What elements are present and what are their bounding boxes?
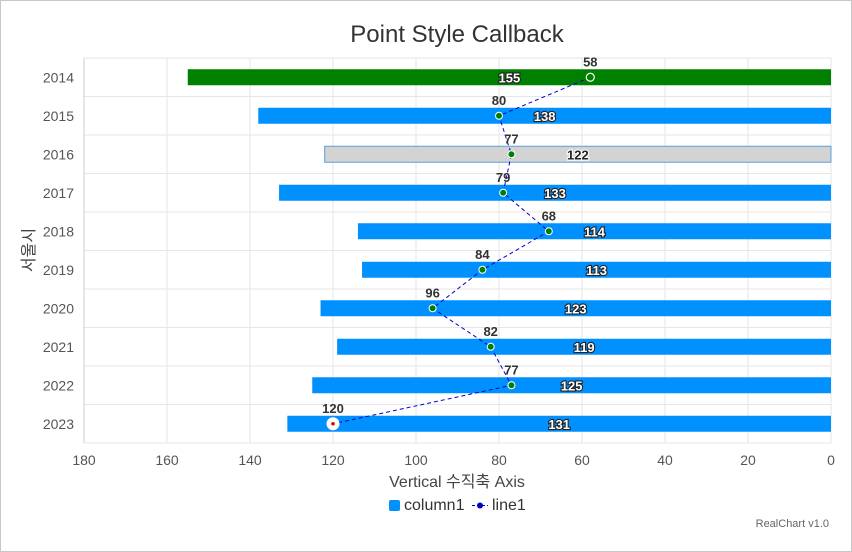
bar-label-2019: 113 <box>586 263 607 278</box>
legend-label-column1: column1 <box>404 497 465 514</box>
bar-2015 <box>258 107 831 124</box>
x-axis-title: Vertical 수직축 Axis <box>389 473 525 491</box>
legend-swatch-column1 <box>389 500 400 511</box>
line-label-2020: 96 <box>425 285 439 300</box>
bar-label-2023: 131 <box>548 417 570 432</box>
line-point-2017 <box>499 188 508 197</box>
y-tick-2023: 2023 <box>43 416 74 432</box>
y-tick-2017: 2017 <box>43 185 74 201</box>
legend-marker-line1 <box>477 502 483 509</box>
line-label-2015: 80 <box>492 93 506 108</box>
bar-label-2015: 138 <box>534 109 556 124</box>
line-label-2017: 79 <box>496 170 510 185</box>
y-tick-2014: 2014 <box>43 69 74 85</box>
line-label-2022: 77 <box>504 362 518 377</box>
bar-2018 <box>357 223 831 240</box>
y-axis-ticks: 2014 2015 2016 2017 2018 2019 2020 2021 2022 2023 <box>43 69 74 432</box>
line-label-2016: 77 <box>504 131 518 146</box>
line-point-2014 <box>585 72 595 82</box>
bar-2014 <box>187 69 831 86</box>
x-tick-180: 180 <box>72 452 96 468</box>
bar-2020 <box>320 300 831 317</box>
y-tick-2018: 2018 <box>43 223 74 239</box>
y-tick-2019: 2019 <box>43 262 74 278</box>
x-tick-60: 60 <box>574 452 590 468</box>
x-tick-100: 100 <box>404 452 428 468</box>
y-tick-2020: 2020 <box>43 300 74 316</box>
line-point-2018 <box>544 227 553 236</box>
legend[interactable]: column1 line1 <box>389 497 526 514</box>
bar-label-2017: 133 <box>544 186 566 201</box>
bar-2023 <box>287 415 832 432</box>
x-tick-120: 120 <box>321 452 345 468</box>
line-series <box>326 72 595 431</box>
chart-title: Point Style Callback <box>350 21 564 48</box>
x-tick-40: 40 <box>657 452 673 468</box>
bar-label-2022: 125 <box>561 378 583 393</box>
line-point-2016 <box>507 150 516 159</box>
x-axis-ticks: 180 160 140 120 100 80 60 40 20 0 <box>72 452 835 468</box>
y-tick-2016: 2016 <box>43 146 74 162</box>
bar-2017 <box>279 184 831 201</box>
line-label-2019: 84 <box>475 247 490 262</box>
credit-text: RealChart v1.0 <box>756 518 829 530</box>
bar-label-2021: 119 <box>574 340 595 355</box>
line1-path <box>332 76 591 425</box>
bar-2019 <box>362 261 831 278</box>
line-point-center-2023 <box>331 421 335 426</box>
bar-series <box>187 69 832 432</box>
x-tick-140: 140 <box>238 452 262 468</box>
line-point-2022 <box>507 381 516 390</box>
legend-label-line1: line1 <box>492 497 526 514</box>
line-point-2015 <box>495 111 503 120</box>
line-label-2018: 68 <box>542 208 556 223</box>
bar-2021 <box>337 338 831 355</box>
data-labels: 155 138 122 133 114 113 123 119 125 131 58 80 77 79 68… <box>322 54 608 433</box>
x-tick-80: 80 <box>491 452 507 468</box>
line-point-2021 <box>486 342 495 351</box>
line-label-2023: 120 <box>322 401 344 416</box>
x-tick-160: 160 <box>155 452 179 468</box>
x-tick-0: 0 <box>827 452 835 468</box>
bar-label-2014: 155 <box>499 70 521 85</box>
y-tick-2015: 2015 <box>43 108 74 124</box>
line-point-2020 <box>428 304 437 313</box>
y-axis-title: 서울시 <box>20 228 38 272</box>
bar-2016 <box>324 145 832 163</box>
x-tick-20: 20 <box>740 452 756 468</box>
y-tick-2022: 2022 <box>43 377 74 393</box>
bar-label-2020: 123 <box>565 301 587 316</box>
bar-label-2016: 122 <box>567 147 589 162</box>
bar-2022 <box>312 377 831 394</box>
line-label-2014: 58 <box>583 54 597 69</box>
bar-label-2018: 114 <box>584 224 606 239</box>
line-label-2021: 82 <box>483 324 497 339</box>
line-point-2019 <box>478 265 487 274</box>
y-tick-2021: 2021 <box>43 339 74 355</box>
